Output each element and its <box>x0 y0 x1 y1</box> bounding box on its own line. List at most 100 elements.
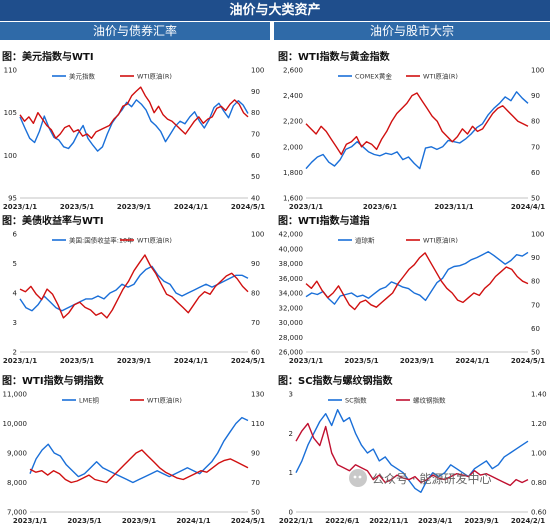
x-tick-label: 2024/5/1 <box>231 517 265 525</box>
x-tick-label: 2023/1/1 <box>3 203 37 211</box>
series-line-1 <box>295 422 529 487</box>
y-left-tick-label: 105 <box>4 109 17 117</box>
y-right-tick-label: 0.80 <box>531 479 547 487</box>
chart-title: 图：美债收益率与WTI <box>2 216 104 227</box>
chart-title: 图：美元指数与WTI <box>2 52 94 63</box>
y-right-tick-label: 60 <box>251 349 260 357</box>
y-left-tick-label: 6 <box>13 231 18 239</box>
x-tick-label: 2023/4/1 <box>418 517 452 525</box>
y-right-tick-label: 100 <box>251 231 264 239</box>
x-tick-label: 2023/6/1 <box>363 203 397 211</box>
y-left-tick-label: 34,000 <box>279 290 304 298</box>
legend-label: 道琼斯 <box>355 236 375 245</box>
y-right-tick-label: 80 <box>251 109 260 117</box>
y-left-tick-label: 2,600 <box>283 67 303 75</box>
y-right-tick-label: 70 <box>531 143 540 151</box>
chart-svg: 11,00010,0009,0008,0007,0001301109070502… <box>3 391 266 526</box>
x-tick-label: 2023/5/1 <box>60 357 94 365</box>
y-right-tick-label: 90 <box>251 88 260 96</box>
x-tick-label: 2023/9/1 <box>117 357 151 365</box>
y-left-tick-label: 1 <box>289 469 293 477</box>
y-right-tick-label: 90 <box>531 254 540 262</box>
y-right-tick-label: 50 <box>531 195 540 203</box>
y-left-tick-label: 2 <box>13 349 17 357</box>
page-title: 油价与大类资产 <box>0 0 550 21</box>
x-tick-label: 2022/6/1 <box>325 517 359 525</box>
x-tick-label: 2022/11/1 <box>369 517 408 525</box>
x-tick-label: 2023/1/1 <box>3 357 37 365</box>
chart-dow-wti: 图：WTI指数与道指 42,000 40,000 38,000 36,000 34,000… <box>276 212 550 370</box>
y-left-tick-label: 40,000 <box>279 245 304 253</box>
x-tick-label: 2024/1/1 <box>455 357 489 365</box>
y-right-tick-label: 100 <box>251 67 264 75</box>
y-right-tick-label: 1.20 <box>531 420 547 428</box>
chart-svg: 42,000 40,000 38,000 36,000 34,000 32,000 30,0… <box>279 231 546 366</box>
chart-lme-wti: 图：WTI指数与铜指数 11,000 10,000 9,000 8,000 7,000 13… <box>0 372 270 530</box>
y-right-tick-label: 80 <box>251 290 260 298</box>
y-right-tick-label: 130 <box>251 391 264 399</box>
legend-label: SC指数 <box>345 396 367 405</box>
series-line-0 <box>295 409 529 494</box>
y-right-tick-label: 70 <box>531 301 540 309</box>
y-left-tick-label: 5 <box>13 260 17 268</box>
legend-label: 美国:国债收益率:10年 <box>69 236 134 245</box>
y-left-tick-label: 28,000 <box>279 334 304 342</box>
x-tick-label: 2023/1/1 <box>13 517 47 525</box>
chart-treasury-wti: 图：美债收益率与WTI 6 5 4 3 2 100 90 80 70 60 2023/1/1 2023/… <box>0 212 270 370</box>
y-left-tick-label: 2 <box>289 430 293 438</box>
y-right-tick-label: 60 <box>531 325 540 333</box>
y-left-tick-label: 0 <box>289 509 293 517</box>
series-line-1 <box>29 449 249 484</box>
y-left-tick-label: 3 <box>13 319 17 327</box>
legend-label: WTI原油(R) <box>137 236 172 245</box>
y-left-tick-label: 4 <box>13 290 18 298</box>
series-line-0 <box>19 99 249 152</box>
y-left-tick-label: 7,000 <box>7 509 27 517</box>
y-left-tick-label: 10,000 <box>3 420 28 428</box>
y-left-tick-label: 95 <box>8 195 17 203</box>
x-tick-label: 2024/1/1 <box>176 517 210 525</box>
y-left-tick-label: 26,000 <box>279 349 304 357</box>
x-tick-label: 2024/5/1 <box>231 203 265 211</box>
y-left-tick-label: 1,600 <box>283 195 303 203</box>
y-right-tick-label: 100 <box>531 67 544 75</box>
y-right-tick-label: 40 <box>251 195 260 203</box>
y-right-tick-label: 90 <box>251 450 260 458</box>
y-right-tick-label: 50 <box>251 509 260 517</box>
y-left-tick-label: 2,200 <box>283 118 303 126</box>
legend-label: COMEX黄金 <box>355 72 392 81</box>
watermark-text: 公众号 · 能源研发中心 <box>372 472 492 486</box>
y-right-tick-label: 80 <box>531 278 540 286</box>
x-tick-label: 2023/9/1 <box>122 517 156 525</box>
chart-svg: 6 5 4 3 2 100 90 80 70 60 2023/1/1 2023/5/1 2023/9/1… <box>3 231 265 366</box>
x-tick-label: 2023/1/1 <box>289 203 323 211</box>
y-right-tick-label: 60 <box>531 169 540 177</box>
chart-title: 图：WTI指数与道指 <box>278 216 370 227</box>
series-line-0 <box>305 91 529 170</box>
series-line-0 <box>19 265 249 312</box>
y-left-tick-label: 8,000 <box>7 479 27 487</box>
legend-label: WTI原油(R) <box>423 236 458 245</box>
right-section-header: 油价与股市大宗 <box>274 22 550 40</box>
chart-title: 图：SC指数与螺纹钢指数 <box>278 376 393 387</box>
y-left-tick-label: 42,000 <box>279 231 304 239</box>
y-left-tick-label: 30,000 <box>279 319 304 327</box>
x-tick-label: 2024/4/1 <box>511 203 545 211</box>
x-tick-label: 2024/1/1 <box>174 357 208 365</box>
chart-svg: 110 105 100 95 100 90 80 70 60 50 40 2023/1/1 2023/5… <box>3 67 265 212</box>
legend-label: 美元指数 <box>69 72 96 81</box>
x-tick-label: 2022/1/1 <box>279 517 313 525</box>
chart-gold-wti: 图：WTI指数与黄金指数 2,600 2,400 2,200 2,000 1,800 1,6… <box>276 48 550 216</box>
y-right-tick-label: 50 <box>251 173 260 181</box>
y-left-tick-label: 1,800 <box>283 169 303 177</box>
x-tick-label: 2023/5/1 <box>67 517 101 525</box>
chart-svg: 2,600 2,400 2,200 2,000 1,800 1,600 100 90 80 70 6… <box>283 67 545 212</box>
x-tick-label: 2023/9/1 <box>117 203 151 211</box>
legend-label: WTI原油(R) <box>137 72 172 81</box>
y-right-tick-label: 70 <box>251 479 260 487</box>
x-tick-label: 2024/5/1 <box>511 357 545 365</box>
y-right-tick-label: 110 <box>251 420 264 428</box>
y-left-tick-label: 38,000 <box>279 260 304 268</box>
series-line-0 <box>305 251 529 305</box>
chart-usd-wti: 图：美元指数与WTI 110 105 100 95 100 90 80 70 60 50 40 2023… <box>0 48 270 216</box>
